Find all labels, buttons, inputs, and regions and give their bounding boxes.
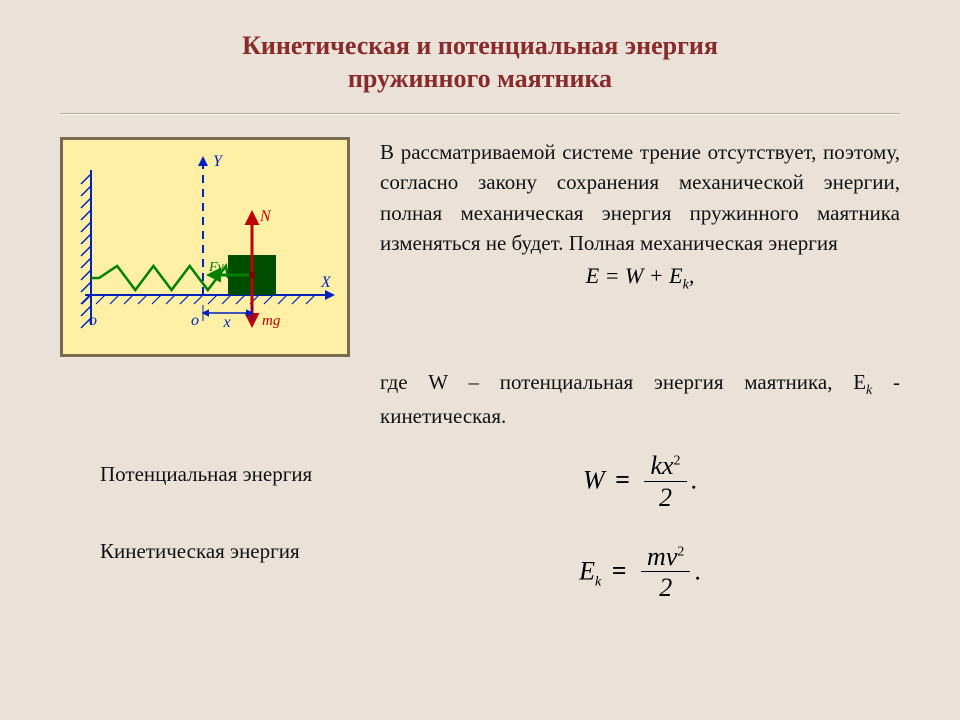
definitions: где W – потенциальная энергия маятника, …	[380, 367, 900, 432]
period-1: .	[691, 465, 698, 494]
equals-2: =	[608, 556, 631, 585]
W-lhs: W	[583, 465, 605, 494]
title-block: Кинетическая и потенциальная энергия пру…	[60, 30, 900, 95]
Ek-lhs-sub: k	[595, 574, 601, 589]
total-energy-equation: E = W + Ek,	[380, 263, 900, 293]
svg-text:X: X	[320, 274, 332, 291]
Ek-lhs: E	[579, 556, 595, 585]
spring-pendulum-diagram: Y Xo o x N Fу mg	[60, 137, 350, 357]
svg-text:Y: Y	[213, 153, 224, 170]
formula-col: W = kx2 2 . Ek = mv2 2 .	[380, 452, 900, 604]
period-2: .	[694, 556, 701, 585]
Ek-num-exp: 2	[677, 544, 684, 559]
paragraph-main: В рассматриваемой системе трение отсутст…	[380, 137, 900, 259]
svg-text:Fу: Fу	[208, 260, 225, 275]
divider	[60, 113, 900, 115]
equals-1: =	[611, 465, 634, 494]
W-num: kx2	[644, 452, 686, 482]
content: Y Xo o x N Fу mg В рассматриваемой системе тре…	[60, 137, 900, 616]
formula-potential: W = kx2 2 .	[583, 452, 697, 513]
formula-kinetic: Ek = mv2 2 .	[579, 543, 701, 604]
svg-text:N: N	[259, 208, 272, 225]
row-top: Y Xo o x N Fу mg В рассматриваемой системе тре…	[60, 137, 900, 357]
svg-text:mg: mg	[262, 313, 281, 329]
definitions-text: где W – потенциальная энергия маятника, …	[380, 367, 900, 432]
eq-lhs: E = W + E	[586, 263, 683, 288]
label-col-1: Потенциальная энергия Кинетическая энерг…	[60, 452, 380, 616]
Ek-num: mv2	[641, 543, 690, 573]
title-line-1: Кинетическая и потенциальная энергия	[60, 30, 900, 63]
svg-text:o: o	[89, 312, 97, 329]
Ek-num-a: mv	[647, 542, 677, 571]
diagram-svg: Y Xo o x N Fу mg	[63, 140, 347, 354]
label-potential: Потенциальная энергия	[100, 462, 380, 487]
eq-tail: ,	[689, 263, 695, 288]
formula-row-1: Потенциальная энергия Кинетическая энерг…	[60, 452, 900, 616]
W-num-a: kx	[650, 451, 673, 480]
svg-text:x: x	[223, 314, 231, 331]
fraction-W: kx2 2	[644, 452, 686, 513]
slide: Кинетическая и потенциальная энергия пру…	[0, 0, 960, 720]
fraction-Ek: mv2 2	[641, 543, 690, 604]
svg-text:o: o	[191, 312, 199, 329]
Ek-den: 2	[641, 572, 690, 603]
W-num-exp: 2	[674, 453, 681, 468]
defs-part1: где W – потенциальная энергия маятника, …	[380, 370, 866, 394]
W-den: 2	[644, 482, 686, 513]
label-kinetic: Кинетическая энергия	[100, 539, 380, 564]
title-line-2: пружинного маятника	[60, 63, 900, 96]
text-column: В рассматриваемой системе трение отсутст…	[380, 137, 900, 293]
